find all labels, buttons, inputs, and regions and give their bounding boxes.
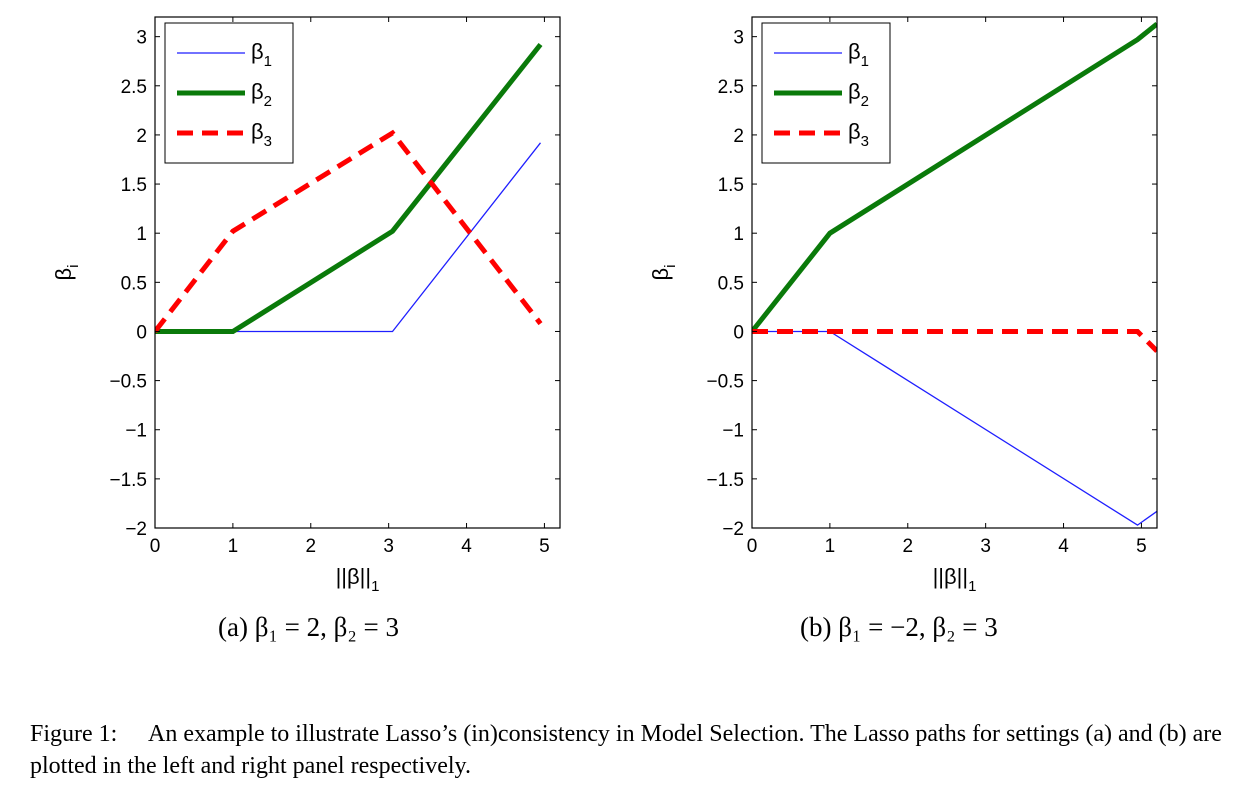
chart-panel-a: 0 1 2 3 4 5−2−1.5−1−0.500.511.522.53||β||1βiβ… — [51, 16, 561, 595]
y-tick-label: −0.5 — [706, 372, 744, 393]
chart-panel-b: 0 1 2 3 4 5−2−1.5−1−0.500.511.522.53||β||1βiβ… — [648, 16, 1158, 595]
x-tick-label: 3 — [980, 536, 991, 557]
series-line-3 — [752, 329, 1157, 353]
legend-label-3: β3 — [251, 119, 272, 150]
y-tick-label: 3 — [136, 28, 147, 49]
caption-text: An example to illustrate Lasso’s (in)con… — [30, 721, 1222, 779]
y-tick-label: 2 — [136, 126, 147, 147]
subcaption-b: (b) β₁ = −2, β₂ = 3 — [800, 612, 998, 642]
y-tick-label: −1 — [722, 421, 744, 442]
figure-charts: 0 1 2 3 4 5−2−1.5−1−0.500.511.522.53||β||1βiβ… — [51, 16, 1158, 595]
axes-frame — [751, 16, 1158, 529]
y-tick-label: −1.5 — [706, 470, 744, 491]
legend: β1 β2 β3 — [761, 22, 891, 164]
x-tick-label: 2 — [305, 536, 316, 557]
y-tick-label: 0.5 — [718, 273, 744, 294]
legend-label-2: β2 — [848, 79, 869, 110]
series-line-1 — [155, 142, 542, 333]
series-line-2 — [752, 21, 1157, 334]
series-line-2 — [155, 42, 543, 334]
y-axis-label: βi — [51, 265, 82, 281]
x-tick-label: 5 — [1136, 536, 1147, 557]
y-tick-label: −2 — [125, 519, 147, 540]
series-group — [155, 42, 543, 334]
figure-caption: Figure 1: An example to illustrate Lasso’… — [30, 718, 1230, 782]
y-tick-label: 1.5 — [121, 175, 147, 196]
legend-label-3: β3 — [848, 119, 869, 150]
y-tick-label: −2 — [722, 519, 744, 540]
y-tick-label: −0.5 — [109, 372, 147, 393]
x-axis-label: ||β||1 — [336, 564, 380, 595]
x-tick-label: 0 — [747, 536, 758, 557]
y-tick-label: 3 — [733, 28, 744, 49]
y-tick-label: −1 — [125, 421, 147, 442]
caption-label: Figure 1: — [30, 721, 118, 747]
legend: β1 β2 β3 — [164, 22, 294, 164]
legend-label-1: β1 — [848, 39, 869, 70]
y-tick-label: 2.5 — [718, 77, 744, 98]
y-tick-label: 1 — [733, 224, 744, 245]
series-group — [752, 21, 1157, 526]
legend-label-2: β2 — [251, 79, 272, 110]
axes-frame — [154, 16, 561, 529]
subcaption-a: (a) β₁ = 2, β₂ = 3 — [218, 612, 399, 642]
legend-label-1: β1 — [251, 39, 272, 70]
x-tick-label: 1 — [228, 536, 239, 557]
y-tick-label: −1.5 — [109, 470, 147, 491]
x-tick-label: 0 — [150, 536, 161, 557]
y-tick-label: 1.5 — [718, 175, 744, 196]
y-tick-label: 2 — [733, 126, 744, 147]
y-tick-label: 0 — [136, 322, 147, 343]
y-tick-label: 0.5 — [121, 273, 147, 294]
x-axis-label: ||β||1 — [933, 564, 977, 595]
y-tick-label: 1 — [136, 224, 147, 245]
y-tick-label: 0 — [733, 322, 744, 343]
series-line-1 — [752, 330, 1157, 526]
x-tick-label: 2 — [902, 536, 913, 557]
x-tick-label: 5 — [539, 536, 550, 557]
y-axis-label: βi — [648, 265, 679, 281]
series-line-3 — [155, 129, 543, 334]
x-tick-label: 4 — [461, 536, 472, 557]
y-tick-label: 2.5 — [121, 77, 147, 98]
x-tick-label: 4 — [1058, 536, 1069, 557]
x-tick-label: 1 — [825, 536, 836, 557]
x-tick-label: 3 — [383, 536, 394, 557]
